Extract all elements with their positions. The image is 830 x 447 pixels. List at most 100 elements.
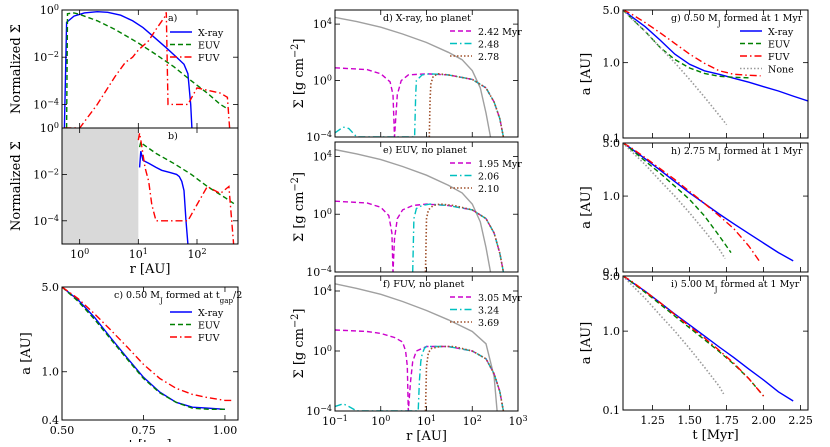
y-tick-label: 1.0 xyxy=(603,190,621,203)
y-tick-label: 10−2 xyxy=(33,167,59,182)
series-line-e-1 xyxy=(335,200,505,272)
y-tick-label: 104 xyxy=(313,17,332,32)
y-tick-label: 1.0 xyxy=(603,57,621,70)
y-tick-label: 0.1 xyxy=(603,404,621,417)
y-tick-label: 10−4 xyxy=(33,97,59,112)
series-line-b-2 xyxy=(137,132,235,244)
series-line-d-1 xyxy=(335,67,505,137)
legend-label: 3.69 xyxy=(478,318,499,329)
series-line-a-2 xyxy=(64,12,231,128)
series-line-c-0 xyxy=(62,287,226,410)
x-tick-label: 103 xyxy=(508,414,527,429)
series-line-h-3 xyxy=(623,143,726,260)
y-tick-label: 0.1 xyxy=(603,132,621,145)
y-axis-label: Normalized Σ̇ xyxy=(9,24,24,114)
x-tick-label: 2.00 xyxy=(751,414,776,427)
panel-label-c: c) 0.50 MJ formed at tgap/2 xyxy=(114,290,242,305)
series-line-g-0 xyxy=(623,10,808,102)
series-line-h-0 xyxy=(623,143,794,262)
x-tick-label: 1.00 xyxy=(213,424,238,437)
panel-b: 100 101 102 100 10−2 10−4 Normalized Σ̇ r [AU] b… xyxy=(9,121,239,277)
y-tick-label: 100 xyxy=(40,3,59,18)
panel-label-b: b) xyxy=(168,131,178,142)
y-tick-label: 10−4 xyxy=(33,213,59,228)
x-tick-label: 10−1 xyxy=(322,414,348,429)
legend-label: 2.48 xyxy=(478,40,499,51)
panel-d: 104 100 10−4 Σ [g cm−2] d) X-ray, no planet 2… xyxy=(290,9,522,145)
x-axis-label: t [tgap] xyxy=(128,438,171,442)
y-tick-label: 5.0 xyxy=(603,270,621,283)
series-line-c-2 xyxy=(62,287,232,402)
series-line-i-0 xyxy=(623,276,794,402)
x-tick-label: 101 xyxy=(129,247,148,262)
y-tick-label: 100 xyxy=(313,207,332,222)
series-line-b-1 xyxy=(138,140,236,206)
y-axis-label: Normalized Σ̇ xyxy=(9,141,24,231)
panel-label-h: h) 2.75 MJ formed at 1 Myr xyxy=(671,146,803,161)
y-tick-label: 104 xyxy=(313,149,332,164)
series-line-g-2 xyxy=(623,10,761,77)
y-tick-label: 10−4 xyxy=(306,130,332,145)
x-tick-label: 2.25 xyxy=(788,414,813,427)
x-tick-label: 100 xyxy=(371,414,390,429)
legend-label: FUV xyxy=(198,333,220,344)
y-tick-label: 100 xyxy=(40,121,59,136)
x-tick-label: 1.50 xyxy=(677,414,702,427)
y-tick-label: 10−4 xyxy=(306,265,332,280)
panel-f: 10−1 100 101 102 103 104 100 10−4 Σ [g cm−2] r [A… xyxy=(290,275,528,444)
legend-label: 2.42 Myr xyxy=(478,27,522,38)
x-tick-label: 0.75 xyxy=(131,424,156,437)
y-tick-label: 100 xyxy=(313,344,332,359)
x-tick-label: 101 xyxy=(417,414,436,429)
legend-label: None xyxy=(768,65,794,76)
panel-label-e: e) EUV, no planet xyxy=(383,145,467,156)
axes-frame-i xyxy=(622,275,809,411)
x-tick-label: 1.75 xyxy=(714,414,739,427)
series-line-d-0 xyxy=(335,16,492,137)
y-tick-label: 5.0 xyxy=(42,281,60,294)
axes-frame-g xyxy=(622,9,809,139)
y-axis-label: a [AU] xyxy=(579,186,594,228)
y-axis-label: a [AU] xyxy=(579,322,594,364)
panel-h: 5.0 1.0 0.1 a [AU] h) 2.75 MJ formed at 1 My… xyxy=(579,137,809,279)
y-tick-label: 0.1 xyxy=(603,266,621,279)
series-line-b-0 xyxy=(138,151,189,244)
series-line-g-1 xyxy=(623,10,749,79)
legend-label: X-ray xyxy=(198,308,224,319)
y-axis-label: Σ [g cm−2] xyxy=(290,172,308,242)
axes-frame-b xyxy=(61,127,239,245)
series-line-e-3 xyxy=(424,203,505,272)
panel-c: 0.50 0.75 1.00 5.0 1.0 0.4 a [AU] t [tgap] c) 0.… xyxy=(19,281,242,447)
axes-frame-h xyxy=(622,142,809,273)
y-tick-label: 10−2 xyxy=(33,50,59,64)
series-line-i-3 xyxy=(623,276,725,395)
legend-label: X-ray xyxy=(198,28,224,39)
x-axis-label: t [Myr] xyxy=(692,428,738,442)
series-line-d-3 xyxy=(428,72,505,137)
panel-e: 104 100 10−4 Σ [g cm−2] e) EUV, no planet 1.9… xyxy=(290,141,522,280)
series-line-g-3 xyxy=(623,10,728,126)
series-line-a-0 xyxy=(63,10,193,128)
y-axis-label: a [AU] xyxy=(19,332,34,374)
y-axis-label: Σ [g cm−2] xyxy=(290,39,308,109)
legend-label: FUV xyxy=(198,53,220,64)
panel-i: 1.25 1.50 1.75 2.00 2.25 5.0 1.0 0.1 a [AU] t [My… xyxy=(579,270,813,443)
panel-label-f: f) FUV, no planet xyxy=(383,279,464,290)
series-line-e-2 xyxy=(412,203,505,272)
y-tick-label: 104 xyxy=(313,284,332,299)
series-line-c-1 xyxy=(62,287,225,410)
y-tick-label: 0.4 xyxy=(42,414,60,427)
panel-label-i: i) 5.00 MJ formed at 1 Myr xyxy=(671,279,800,294)
series-line-f-0 xyxy=(335,283,498,411)
axes-frame-c xyxy=(61,286,239,421)
series-line-h-1 xyxy=(623,143,732,254)
x-tick-label: 102 xyxy=(187,247,206,262)
y-axis-label: Σ [g cm−2] xyxy=(290,309,308,379)
x-axis-label: r [AU] xyxy=(406,429,447,442)
series-line-d-2 xyxy=(335,73,505,137)
legend-label: 2.10 xyxy=(478,184,499,195)
panel-label-d: d) X-ray, no planet xyxy=(383,13,471,24)
